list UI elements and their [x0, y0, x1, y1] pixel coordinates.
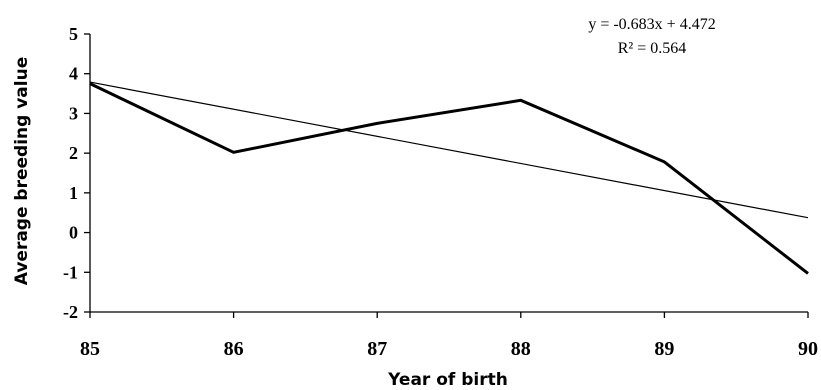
y-tick-label: -1: [63, 262, 78, 282]
x-tick-label: 86: [224, 338, 244, 360]
x-tick-label: 90: [798, 338, 818, 360]
y-tick-label: 5: [69, 24, 78, 44]
series-line: [89, 82, 809, 275]
x-tick-label: 85: [80, 338, 100, 360]
y-tick-label: -2: [63, 302, 78, 322]
y-axis-title: Average breeding value: [12, 57, 32, 285]
x-tick-label: 87: [367, 338, 387, 360]
plot-area: -2 -1 0 1 2 3 4 5 85 86 87 88 89 90: [63, 24, 818, 360]
x-axis-title: Year of birth: [387, 370, 508, 390]
trendline-r-squared: R² = 0.564: [618, 40, 687, 57]
x-tick-group: 85 86 87 88 89 90: [80, 312, 818, 360]
x-tick-label: 88: [511, 338, 531, 360]
y-tick-label: 1: [69, 183, 78, 203]
y-tick-label: 3: [69, 103, 78, 123]
trendline: [89, 81, 809, 219]
y-tick-label: 2: [69, 143, 78, 163]
trendline-equation: y = -0.683x + 4.472: [588, 16, 715, 33]
y-tick-label: 0: [69, 223, 78, 243]
y-tick-group: -2 -1 0 1 2 3 4 5: [63, 24, 90, 322]
y-tick-label: 4: [69, 64, 78, 84]
x-tick-label: 89: [654, 338, 674, 360]
